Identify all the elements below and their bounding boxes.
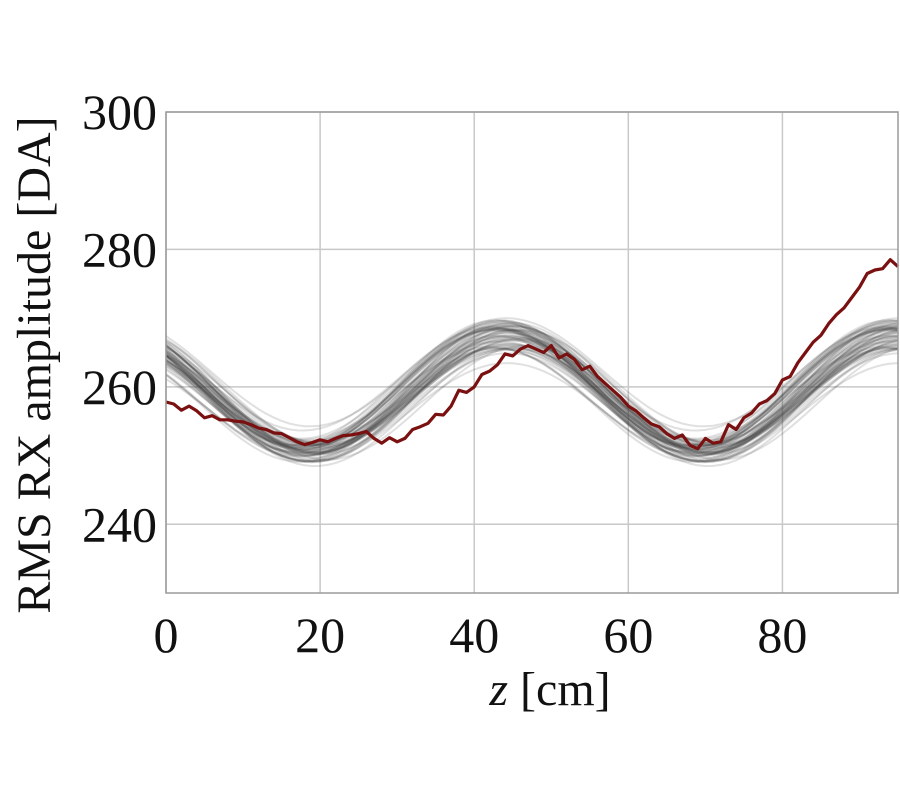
y-tick-label-1: 260	[82, 359, 157, 415]
y-tick-label-3: 300	[82, 84, 157, 140]
ensemble-curve	[165, 328, 899, 457]
ensemble-series	[165, 317, 899, 468]
x-axis-unit: [cm]	[520, 663, 611, 716]
x-tick-label-2: 40	[449, 607, 499, 663]
ensemble-curve	[165, 329, 899, 446]
x-axis-variable: z	[488, 663, 508, 716]
ensemble-curve	[165, 349, 899, 451]
plot-border	[165, 111, 899, 594]
measured-line	[165, 258, 900, 451]
ensemble-curve	[165, 321, 899, 463]
ensemble-curve	[165, 324, 899, 453]
ensemble-curve	[165, 325, 899, 447]
ensemble-curve	[165, 338, 899, 464]
ensemble-curve	[165, 346, 899, 468]
ensemble-curve	[165, 327, 899, 461]
x-tick-label-1: 20	[295, 607, 345, 663]
measured-series	[165, 258, 900, 451]
ensemble-curve	[165, 347, 899, 450]
ensemble-curve	[165, 347, 899, 456]
ensemble-curve	[165, 328, 899, 447]
ensemble-curve	[165, 319, 898, 446]
x-tick-label-3: 60	[603, 607, 653, 663]
ensemble-curve	[165, 338, 899, 449]
y-axis-label: RMS RX amplitude [DA]	[8, 116, 61, 613]
ensemble-curve	[165, 338, 899, 447]
ensemble-curve	[165, 347, 899, 457]
y-tick-label-2: 280	[82, 221, 157, 277]
ensemble-curve	[165, 329, 899, 457]
ensemble-curve	[165, 327, 899, 450]
y-tick-label-0: 240	[82, 496, 157, 552]
ensemble-curve	[165, 345, 899, 453]
ensemble-curve	[165, 334, 899, 455]
ensemble-curve	[165, 328, 899, 449]
ensemble-curve	[165, 320, 899, 443]
ensemble-curve	[165, 324, 899, 448]
ensemble-curve	[165, 324, 899, 454]
plot-frame	[165, 111, 899, 594]
ensemble-curve	[165, 344, 899, 462]
x-tick-label-4: 80	[757, 607, 807, 663]
ensemble-curve	[165, 331, 899, 447]
ensemble-curve	[165, 339, 899, 454]
ensemble-curve	[165, 328, 899, 451]
x-axis-label: z [cm]	[488, 663, 610, 716]
y-tick-labels: 240 260 280 300	[82, 84, 157, 552]
ensemble-curve	[165, 327, 899, 451]
ensemble-curve	[165, 319, 899, 447]
ensemble-curve	[165, 352, 899, 459]
ensemble-curve	[165, 328, 899, 463]
ensemble-curve	[165, 334, 899, 455]
ensemble-curve	[165, 331, 899, 453]
ensemble-curve	[165, 326, 899, 449]
ensemble-curve	[165, 347, 899, 458]
ensemble-curve	[165, 323, 899, 449]
ensemble-curve	[165, 362, 899, 463]
ensemble-curve	[165, 347, 899, 463]
ensemble-curve	[165, 319, 899, 454]
x-tick-label-0: 0	[154, 607, 179, 663]
ensemble-curve	[165, 336, 899, 456]
x-tick-labels: 0 20 40 60 80	[154, 607, 808, 663]
ensemble-curve	[165, 335, 899, 456]
ensemble-curve	[165, 337, 899, 456]
ensemble-curve	[165, 335, 899, 463]
ensemble-curve	[165, 329, 899, 455]
ensemble-curve	[165, 334, 899, 454]
